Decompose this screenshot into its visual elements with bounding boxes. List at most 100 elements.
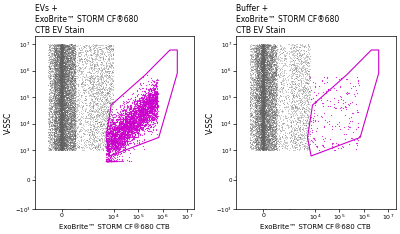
Point <box>86 91 92 95</box>
Point <box>259 127 266 131</box>
Point <box>300 105 306 109</box>
Point <box>259 62 266 66</box>
Point <box>66 143 72 147</box>
Point <box>264 141 271 145</box>
Point <box>260 60 266 64</box>
Point <box>255 145 262 149</box>
Point <box>261 51 267 55</box>
Point <box>58 121 64 125</box>
Point <box>58 86 64 90</box>
Point <box>60 143 66 147</box>
Point <box>58 113 64 116</box>
Point <box>47 119 53 122</box>
Point <box>260 98 266 101</box>
Point <box>258 108 264 112</box>
Point <box>60 45 66 49</box>
Point <box>58 148 64 152</box>
Point <box>302 111 308 115</box>
Point <box>58 72 65 76</box>
Point <box>58 129 65 133</box>
Point <box>255 89 262 93</box>
Point <box>50 134 57 137</box>
Point <box>268 46 274 50</box>
Point <box>59 141 65 145</box>
Point <box>259 113 265 117</box>
Point <box>58 58 64 62</box>
Point <box>71 106 77 110</box>
Point <box>58 132 64 136</box>
Point <box>59 127 65 131</box>
Point <box>59 74 65 78</box>
Point <box>273 130 279 134</box>
Point <box>82 56 88 60</box>
Point <box>260 99 266 103</box>
Point <box>61 80 67 84</box>
Point <box>146 114 153 117</box>
Point <box>260 84 266 88</box>
Point <box>266 119 272 122</box>
Point <box>79 78 85 82</box>
Point <box>74 145 80 148</box>
Point <box>101 71 108 75</box>
Point <box>270 120 277 123</box>
Point <box>94 91 101 95</box>
Point <box>131 102 137 106</box>
Point <box>259 146 266 149</box>
Point <box>58 88 64 92</box>
Point <box>112 136 118 140</box>
Point <box>58 74 65 78</box>
Point <box>52 123 59 127</box>
Point <box>250 119 256 123</box>
Point <box>259 60 266 63</box>
Point <box>145 102 152 106</box>
Point <box>59 58 65 62</box>
Point <box>255 76 261 80</box>
Point <box>58 57 64 61</box>
Point <box>72 90 79 93</box>
Point <box>260 76 266 80</box>
Point <box>117 131 123 135</box>
Point <box>59 109 65 113</box>
Point <box>253 105 259 109</box>
Point <box>278 86 285 90</box>
Point <box>54 74 60 78</box>
Point <box>64 97 71 100</box>
Point <box>289 99 295 102</box>
Point <box>270 44 277 48</box>
Point <box>260 101 266 105</box>
Point <box>340 98 346 102</box>
Point <box>58 50 65 53</box>
Point <box>260 103 266 107</box>
Point <box>268 131 274 135</box>
Point <box>288 146 295 149</box>
Point <box>63 70 69 74</box>
Point <box>67 117 73 121</box>
Point <box>260 80 266 84</box>
Point <box>108 72 115 75</box>
Point <box>265 131 272 135</box>
Point <box>108 130 114 133</box>
Point <box>286 59 293 62</box>
Point <box>60 129 66 133</box>
Point <box>59 116 65 120</box>
Point <box>100 86 106 90</box>
Point <box>133 121 140 124</box>
Point <box>52 63 59 67</box>
Point <box>60 123 66 127</box>
Point <box>256 101 262 104</box>
Point <box>47 128 54 132</box>
Point <box>270 134 277 138</box>
Point <box>60 87 67 90</box>
Point <box>280 122 286 126</box>
Point <box>254 54 261 58</box>
Point <box>54 62 61 66</box>
Point <box>63 103 69 106</box>
Point <box>58 116 65 119</box>
Point <box>88 128 94 132</box>
Point <box>256 84 262 88</box>
Point <box>303 54 309 58</box>
Point <box>55 68 61 72</box>
Point <box>304 126 310 130</box>
Point <box>256 103 262 106</box>
Point <box>262 138 269 141</box>
